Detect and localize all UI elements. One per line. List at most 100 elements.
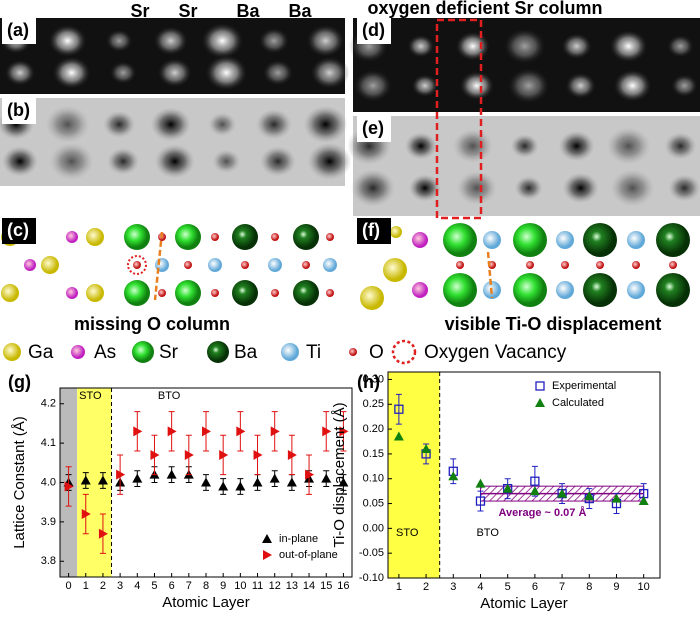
point <box>584 491 595 501</box>
caption: oxygen deficient Sr column <box>367 0 602 18</box>
legend-label: Sr <box>159 342 179 363</box>
substrate-atom <box>66 231 78 243</box>
point <box>201 477 211 487</box>
legend-swatch <box>349 348 357 356</box>
a-site-atom <box>175 224 201 250</box>
oxygen <box>133 261 141 269</box>
legend-label: Ti <box>306 342 321 363</box>
x-tick-label: 2 <box>100 580 106 592</box>
atom-column <box>303 105 348 144</box>
ti-atom <box>627 281 645 299</box>
atom-column <box>154 144 195 179</box>
point <box>394 404 404 414</box>
point <box>202 426 211 437</box>
oxygen <box>271 233 279 241</box>
atom-column <box>606 127 651 165</box>
x-tick-label: 1 <box>396 581 402 593</box>
y-tick-label: 0.30 <box>363 373 384 385</box>
label-box <box>357 18 391 44</box>
atom-column <box>49 142 94 181</box>
panel-label: (g) <box>8 372 31 392</box>
point <box>219 449 229 460</box>
atom-column <box>506 66 551 105</box>
ti-atom <box>268 258 282 272</box>
substrate-atom <box>360 286 384 310</box>
point <box>393 431 404 441</box>
x-tick-label: 4 <box>134 580 140 592</box>
atom-column <box>351 169 395 207</box>
y-tick-label: 3.9 <box>41 516 56 528</box>
label-box <box>2 218 36 244</box>
oxygen <box>302 261 310 269</box>
atom-column <box>406 34 435 59</box>
legend-label: in-plane <box>279 533 318 545</box>
y-tick-label: 4.0 <box>41 476 56 488</box>
legend-label: Experimental <box>552 380 616 392</box>
x-tick-label: 14 <box>303 580 315 592</box>
a-site-atom <box>443 273 477 307</box>
label-box <box>357 116 391 142</box>
point <box>116 469 126 480</box>
a-site-atom <box>124 224 150 250</box>
point <box>286 477 297 487</box>
substrate-atom <box>66 287 78 299</box>
a-site-atom <box>443 223 477 257</box>
legend-label: out-of-plane <box>279 549 338 561</box>
oxygen <box>456 261 464 269</box>
point <box>132 473 143 483</box>
substrate-atom <box>412 232 428 248</box>
atom-column <box>353 68 393 103</box>
legend-label: As <box>94 342 116 363</box>
error-bar <box>477 490 484 512</box>
panel-label: (b) <box>7 100 30 120</box>
legend-swatch <box>3 343 21 361</box>
x-tick-label: 11 <box>252 580 263 592</box>
atom-column <box>307 142 352 181</box>
panel-label: (f) <box>362 220 380 240</box>
legend-swatch <box>71 345 85 359</box>
atom-column <box>670 73 699 98</box>
atom-column <box>510 134 539 158</box>
y-tick-label: 4.1 <box>41 437 56 449</box>
point <box>557 488 568 498</box>
atom-column <box>410 73 439 98</box>
point <box>475 478 486 488</box>
legend-marker <box>263 550 272 560</box>
y-tick-label: 0.10 <box>363 473 384 485</box>
atom-column <box>514 176 543 200</box>
atom-column <box>608 29 649 64</box>
point <box>502 483 513 493</box>
atom-column <box>208 112 237 137</box>
point <box>530 476 540 486</box>
label-box <box>357 218 391 244</box>
x-tick-label: 12 <box>269 580 281 592</box>
region-label: STO <box>396 527 419 539</box>
a-site-atom <box>583 273 617 307</box>
point <box>475 496 486 506</box>
legend-label: Ba <box>234 342 258 363</box>
a-site-atom <box>232 280 258 306</box>
atom-column <box>666 34 695 59</box>
legend-marker <box>535 398 545 407</box>
ti-atom <box>208 258 222 272</box>
substrate-atom <box>86 228 104 246</box>
oxygen <box>271 289 279 297</box>
y-tick-label: -0.10 <box>359 572 384 584</box>
caption: visible Ti-O displacement <box>445 314 662 334</box>
panel-label: (a) <box>7 20 29 40</box>
x-tick-label: 16 <box>337 580 349 592</box>
atom-column <box>152 25 189 57</box>
region-label: STO <box>79 390 102 402</box>
point <box>97 475 108 485</box>
oxygen <box>211 289 219 297</box>
x-tick-label: 10 <box>638 581 650 593</box>
atom-column <box>47 23 88 58</box>
oxygen <box>326 233 334 241</box>
atom-column <box>150 107 191 142</box>
displacement <box>486 251 494 299</box>
oxygen <box>596 261 604 269</box>
a-site-atom <box>175 280 201 306</box>
column-label: Ba <box>288 1 312 21</box>
x-axis-title: Atomic Layer <box>162 594 250 611</box>
